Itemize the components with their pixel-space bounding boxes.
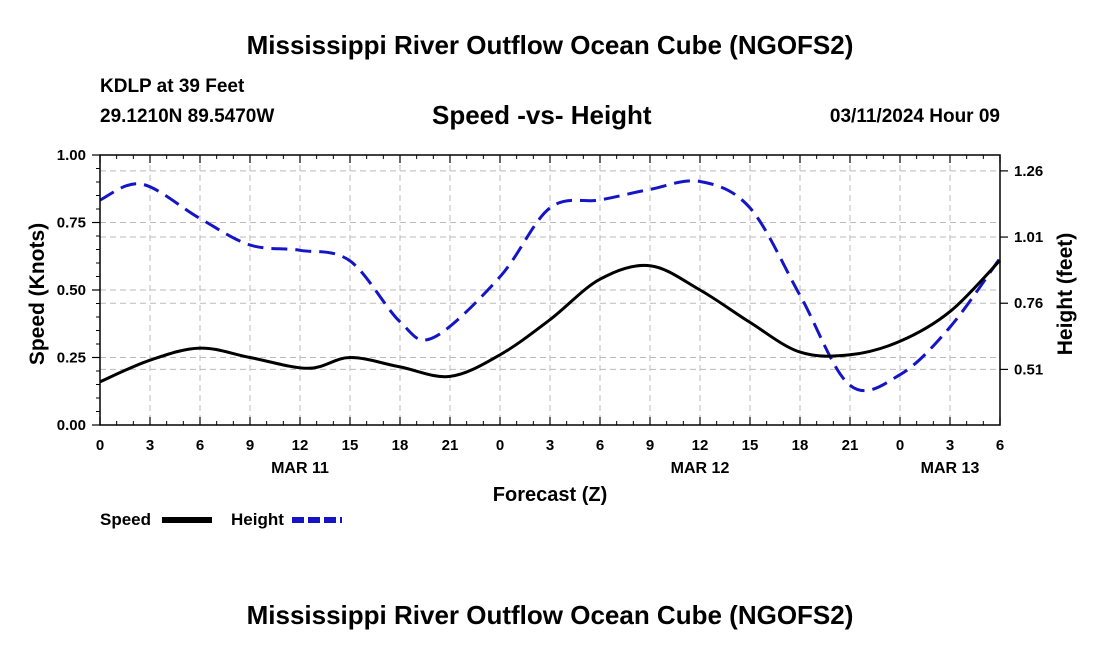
- x-tick-label: 6: [596, 437, 604, 454]
- chart-title: Speed -vs- Height: [432, 100, 652, 130]
- y2-tick-label: 1.26: [1014, 163, 1043, 180]
- legend-label-speed: Speed: [100, 510, 151, 529]
- x-tick-label: 15: [742, 437, 759, 454]
- chart-legend: Speed Height: [100, 510, 342, 529]
- legend-label-height: Height: [231, 510, 284, 529]
- x-tick-label: 21: [842, 437, 859, 454]
- y-tick-label: 0.25: [57, 350, 86, 367]
- x-tick-label: 15: [342, 437, 359, 454]
- x-tick-label: 9: [246, 437, 254, 454]
- y-tick-label: 1.00: [57, 147, 86, 164]
- date-label: MAR 11: [271, 460, 329, 477]
- y-tick-label: 0.00: [57, 417, 86, 434]
- footer-title: Mississippi River Outflow Ocean Cube (NG…: [246, 600, 854, 630]
- date-label: MAR 12: [671, 460, 730, 477]
- main-title: Mississippi River Outflow Ocean Cube (NG…: [246, 30, 854, 60]
- axis-ticks: [92, 154, 1008, 426]
- x-tick-label: 12: [292, 437, 309, 454]
- y2-tick-label: 0.76: [1014, 295, 1043, 312]
- x-tick-label: 0: [496, 437, 504, 454]
- station-coordinates: 29.1210N 89.5470W: [100, 106, 275, 127]
- x-tick-label: 18: [792, 437, 809, 454]
- x-axis-title: Forecast (Z): [493, 484, 607, 506]
- y-axis-title: Speed (Knots): [26, 223, 49, 365]
- x-tick-label: 6: [196, 437, 204, 454]
- x-tick-label: 21: [442, 437, 459, 454]
- forecast-datetime: 03/11/2024 Hour 09: [829, 106, 1000, 127]
- y-tick-label: 0.50: [57, 282, 86, 299]
- x-tick-label: 3: [546, 437, 554, 454]
- x-tick-label: 12: [692, 437, 709, 454]
- x-tick-label: 0: [896, 437, 904, 454]
- y2-tick-label: 1.01: [1014, 229, 1043, 246]
- x-tick-label: 3: [946, 437, 954, 454]
- chart-series: [99, 179, 1002, 393]
- y2-axis-title: Height (feet): [1054, 233, 1077, 356]
- station-label: KDLP at 39 Feet: [100, 76, 245, 97]
- axis-labels: 0 3 6 9 12 15 18 21 0 3 6 9 12 15 18 21 0 3 6 0.00 0.25 0.50 0…: [26, 147, 1077, 506]
- y-tick-label: 0.75: [57, 215, 86, 232]
- x-tick-label: 6: [996, 437, 1004, 454]
- height-series-line: [99, 179, 1002, 393]
- x-tick-label: 0: [96, 437, 104, 454]
- speed-series-line: [99, 259, 1002, 384]
- chart-grid: [100, 155, 1000, 425]
- date-label: MAR 13: [921, 460, 980, 477]
- x-tick-label: 9: [646, 437, 654, 454]
- y2-tick-label: 0.51: [1014, 361, 1043, 378]
- x-tick-label: 3: [146, 437, 154, 454]
- x-tick-label: 18: [392, 437, 409, 454]
